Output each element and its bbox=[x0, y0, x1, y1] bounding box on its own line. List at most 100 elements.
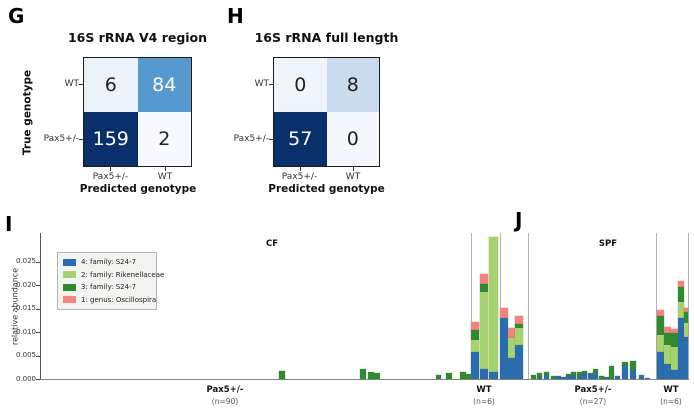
bar-segment-s3 bbox=[460, 372, 466, 379]
bar-segment-s1 bbox=[500, 308, 508, 318]
stacked-bar bbox=[615, 375, 620, 379]
bar-segment-s3 bbox=[582, 370, 587, 374]
stacked-bar bbox=[531, 375, 536, 379]
stacked-bar bbox=[664, 326, 671, 379]
bar-segment-s2 bbox=[480, 291, 488, 369]
ytick-0000: 0.000 bbox=[15, 374, 36, 383]
xlabel-j-wt-n: (n=6) bbox=[660, 397, 682, 406]
bar-segment-s3 bbox=[551, 376, 556, 379]
tick-mark bbox=[110, 167, 111, 171]
stacked-bar bbox=[544, 371, 549, 379]
bar-segment-s4 bbox=[615, 375, 620, 379]
legend-label: 3: family: S24-7 bbox=[81, 283, 137, 292]
xlabel-i-pax5: Pax5+/- bbox=[206, 385, 244, 395]
stacked-bar bbox=[671, 328, 678, 379]
bar-segment-s3 bbox=[544, 371, 549, 375]
stacked-bar bbox=[622, 361, 628, 379]
bar-segment-s3 bbox=[599, 375, 604, 379]
stacked-bar bbox=[609, 365, 614, 379]
xlabel-i-wt-n: (n=6) bbox=[473, 397, 495, 406]
matrix-h-col-label-wt: WT bbox=[345, 172, 361, 182]
bar-segment-s1 bbox=[480, 274, 488, 284]
tick-mark bbox=[269, 84, 273, 85]
legend-item: 4: family: S24-7 bbox=[63, 256, 151, 269]
bar-segment-s2 bbox=[515, 328, 523, 346]
tick-mark bbox=[165, 167, 166, 171]
bar-segment-s3 bbox=[571, 371, 576, 376]
panel-separator-i-j bbox=[528, 233, 529, 379]
bar-segment-s3 bbox=[577, 371, 582, 377]
bar-segment-s2 bbox=[678, 301, 684, 319]
panel-letter-h: H bbox=[227, 4, 244, 28]
bar-segment-s4 bbox=[664, 363, 671, 379]
matrix-cell: 8 bbox=[326, 58, 379, 112]
bar-segment-s4 bbox=[537, 377, 542, 379]
bar-segment-s4 bbox=[561, 376, 566, 379]
legend-item: 1: genus: Oscillospira bbox=[63, 294, 156, 307]
tick-mark bbox=[79, 139, 83, 140]
stacked-bar bbox=[577, 371, 582, 379]
bar-segment-s4 bbox=[645, 377, 650, 379]
bar-segment-s3 bbox=[609, 365, 614, 379]
bar-segment-s2 bbox=[489, 237, 498, 372]
stacked-bar bbox=[571, 371, 576, 379]
legend-box: 4: family: S24-7 2: family: Rikenellacea… bbox=[57, 252, 164, 310]
matrix-h-title: 16S rRNA full length bbox=[254, 30, 399, 45]
bar-segment-s3 bbox=[622, 361, 628, 366]
stacked-bar bbox=[508, 327, 515, 379]
bar-segment-s3 bbox=[515, 324, 523, 329]
bar-segment-s1 bbox=[515, 315, 523, 325]
legend-swatch-darkgreen bbox=[63, 283, 76, 291]
bar-segment-s4 bbox=[657, 351, 664, 379]
stacked-bar bbox=[279, 371, 285, 379]
stacked-bar bbox=[582, 370, 587, 379]
stacked-bar bbox=[678, 280, 684, 379]
stacked-bar bbox=[500, 308, 508, 379]
panel-letter-j: J bbox=[515, 208, 523, 232]
bar-segment-s3 bbox=[671, 333, 678, 347]
bar-segment-s3 bbox=[566, 373, 571, 377]
tick-mark bbox=[36, 285, 40, 286]
stacked-bar bbox=[604, 377, 609, 379]
matrix-g: 6 84 159 2 bbox=[83, 57, 192, 167]
ytick-0025: 0.025 bbox=[15, 257, 36, 265]
stacked-bar bbox=[480, 274, 488, 379]
bar-segment-s4 bbox=[593, 372, 598, 379]
group-separator-i-mid bbox=[500, 233, 501, 379]
bar-segment-s3 bbox=[368, 371, 374, 379]
legend-label: 1: genus: Oscillospira bbox=[81, 295, 157, 304]
bar-segment-s4 bbox=[566, 376, 571, 379]
stacked-bar bbox=[471, 321, 479, 379]
matrix-g-row-label-pax5: Pax5+/- bbox=[43, 134, 79, 144]
tick-mark bbox=[36, 379, 40, 380]
bar-segment-s4 bbox=[671, 370, 678, 379]
stacked-bar bbox=[645, 377, 650, 379]
xlabel-i-wt: WT bbox=[476, 385, 492, 395]
stacked-bar bbox=[593, 368, 598, 379]
bar-segment-s3 bbox=[466, 374, 471, 379]
matrix-g-col-label-pax5: Pax5+/- bbox=[92, 172, 129, 182]
group-separator-j-wt-left bbox=[656, 233, 657, 379]
bar-segment-s4 bbox=[471, 351, 479, 379]
bar-segment-s3 bbox=[664, 333, 671, 346]
bar-segment-s3 bbox=[657, 316, 664, 335]
matrix-cell: 6 bbox=[84, 58, 138, 112]
stacked-bar bbox=[566, 373, 571, 379]
bar-segment-s4 bbox=[556, 376, 561, 379]
bar-segment-s3 bbox=[436, 375, 441, 379]
condition-label-spf: SPF bbox=[598, 239, 618, 249]
matrix-cell: 84 bbox=[137, 58, 191, 112]
stacked-bar bbox=[630, 361, 636, 379]
matrix-h: 0 8 57 0 bbox=[273, 57, 380, 167]
bar-segment-s4 bbox=[489, 371, 498, 379]
bar-segment-s2 bbox=[508, 337, 515, 358]
x-axis-line bbox=[40, 379, 689, 380]
stacked-bar bbox=[588, 372, 593, 379]
xlabel-j-pax5: Pax5+/- bbox=[574, 385, 612, 395]
ytick-0010: 0.010 bbox=[15, 327, 36, 336]
bar-segment-s1 bbox=[684, 308, 688, 313]
bar-segment-s2 bbox=[671, 346, 678, 371]
ytick-0015: 0.015 bbox=[15, 304, 36, 312]
xlabel-j-pax5-n: (n=27) bbox=[579, 397, 607, 406]
